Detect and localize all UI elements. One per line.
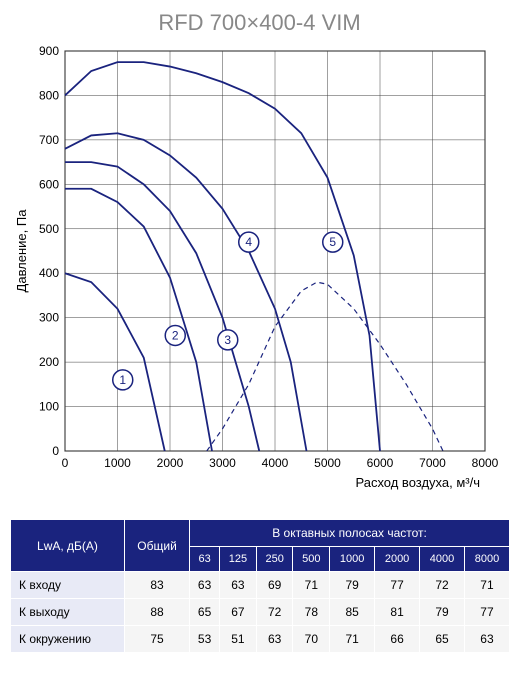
svg-text:900: 900	[39, 44, 59, 58]
svg-text:1000: 1000	[104, 456, 131, 470]
cell: 79	[420, 599, 465, 626]
freq-col: 250	[256, 547, 293, 572]
cell: 78	[293, 599, 330, 626]
cell: 63	[464, 626, 509, 653]
cell: 72	[420, 572, 465, 599]
svg-text:3: 3	[224, 333, 231, 347]
cell: 83	[125, 572, 190, 599]
svg-text:700: 700	[39, 133, 59, 147]
col-group: В октавных полосах частот:	[190, 520, 510, 547]
row-label: К выходу	[11, 599, 125, 626]
cell: 67	[220, 599, 257, 626]
cell: 75	[125, 626, 190, 653]
cell: 88	[125, 599, 190, 626]
svg-text:5: 5	[329, 235, 336, 249]
svg-text:300: 300	[39, 311, 59, 325]
svg-text:Расход воздуха, м³/ч: Расход воздуха, м³/ч	[355, 475, 480, 490]
cell: 71	[464, 572, 509, 599]
freq-col: 500	[293, 547, 330, 572]
svg-text:7000: 7000	[419, 456, 446, 470]
svg-text:100: 100	[39, 400, 59, 414]
cell: 51	[220, 626, 257, 653]
cell: 63	[256, 626, 293, 653]
cell: 69	[256, 572, 293, 599]
cell: 70	[293, 626, 330, 653]
col-total: Общий	[125, 520, 190, 572]
svg-text:800: 800	[39, 88, 59, 102]
svg-text:6000: 6000	[367, 456, 394, 470]
svg-text:500: 500	[39, 222, 59, 236]
svg-text:0: 0	[62, 456, 69, 470]
freq-col: 125	[220, 547, 257, 572]
freq-col: 1000	[330, 547, 375, 572]
freq-col: 63	[190, 547, 220, 572]
freq-col: 8000	[464, 547, 509, 572]
svg-text:1: 1	[119, 373, 126, 387]
svg-text:3000: 3000	[209, 456, 236, 470]
svg-text:400: 400	[39, 266, 59, 280]
svg-text:600: 600	[39, 177, 59, 191]
svg-text:5000: 5000	[314, 456, 341, 470]
cell: 81	[375, 599, 420, 626]
svg-text:4000: 4000	[262, 456, 289, 470]
cell: 53	[190, 626, 220, 653]
svg-text:2: 2	[172, 328, 179, 342]
cell: 71	[330, 626, 375, 653]
svg-text:200: 200	[39, 355, 59, 369]
col-lwa: LwA, дБ(A)	[11, 520, 125, 572]
cell: 65	[190, 599, 220, 626]
cell: 79	[330, 572, 375, 599]
row-label: К входу	[11, 572, 125, 599]
cell: 63	[190, 572, 220, 599]
fan-curve-chart: 0 1000 2000 3000 4000 5000 6000 7000 8000 0 100 200…	[10, 41, 510, 511]
cell: 66	[375, 626, 420, 653]
cell: 72	[256, 599, 293, 626]
cell: 77	[464, 599, 509, 626]
svg-text:Давление, Па: Давление, Па	[14, 209, 29, 293]
svg-text:4: 4	[245, 235, 252, 249]
svg-text:0: 0	[52, 444, 59, 458]
cell: 65	[420, 626, 465, 653]
cell: 71	[293, 572, 330, 599]
cell: 85	[330, 599, 375, 626]
svg-text:2000: 2000	[157, 456, 184, 470]
cell: 77	[375, 572, 420, 599]
sound-table: LwA, дБ(A) Общий В октавных полосах част…	[10, 519, 510, 653]
row-label: К окружению	[11, 626, 125, 653]
freq-col: 4000	[420, 547, 465, 572]
svg-text:8000: 8000	[472, 456, 499, 470]
cell: 63	[220, 572, 257, 599]
page-title: RFD 700×400-4 VIM	[10, 10, 509, 36]
freq-col: 2000	[375, 547, 420, 572]
